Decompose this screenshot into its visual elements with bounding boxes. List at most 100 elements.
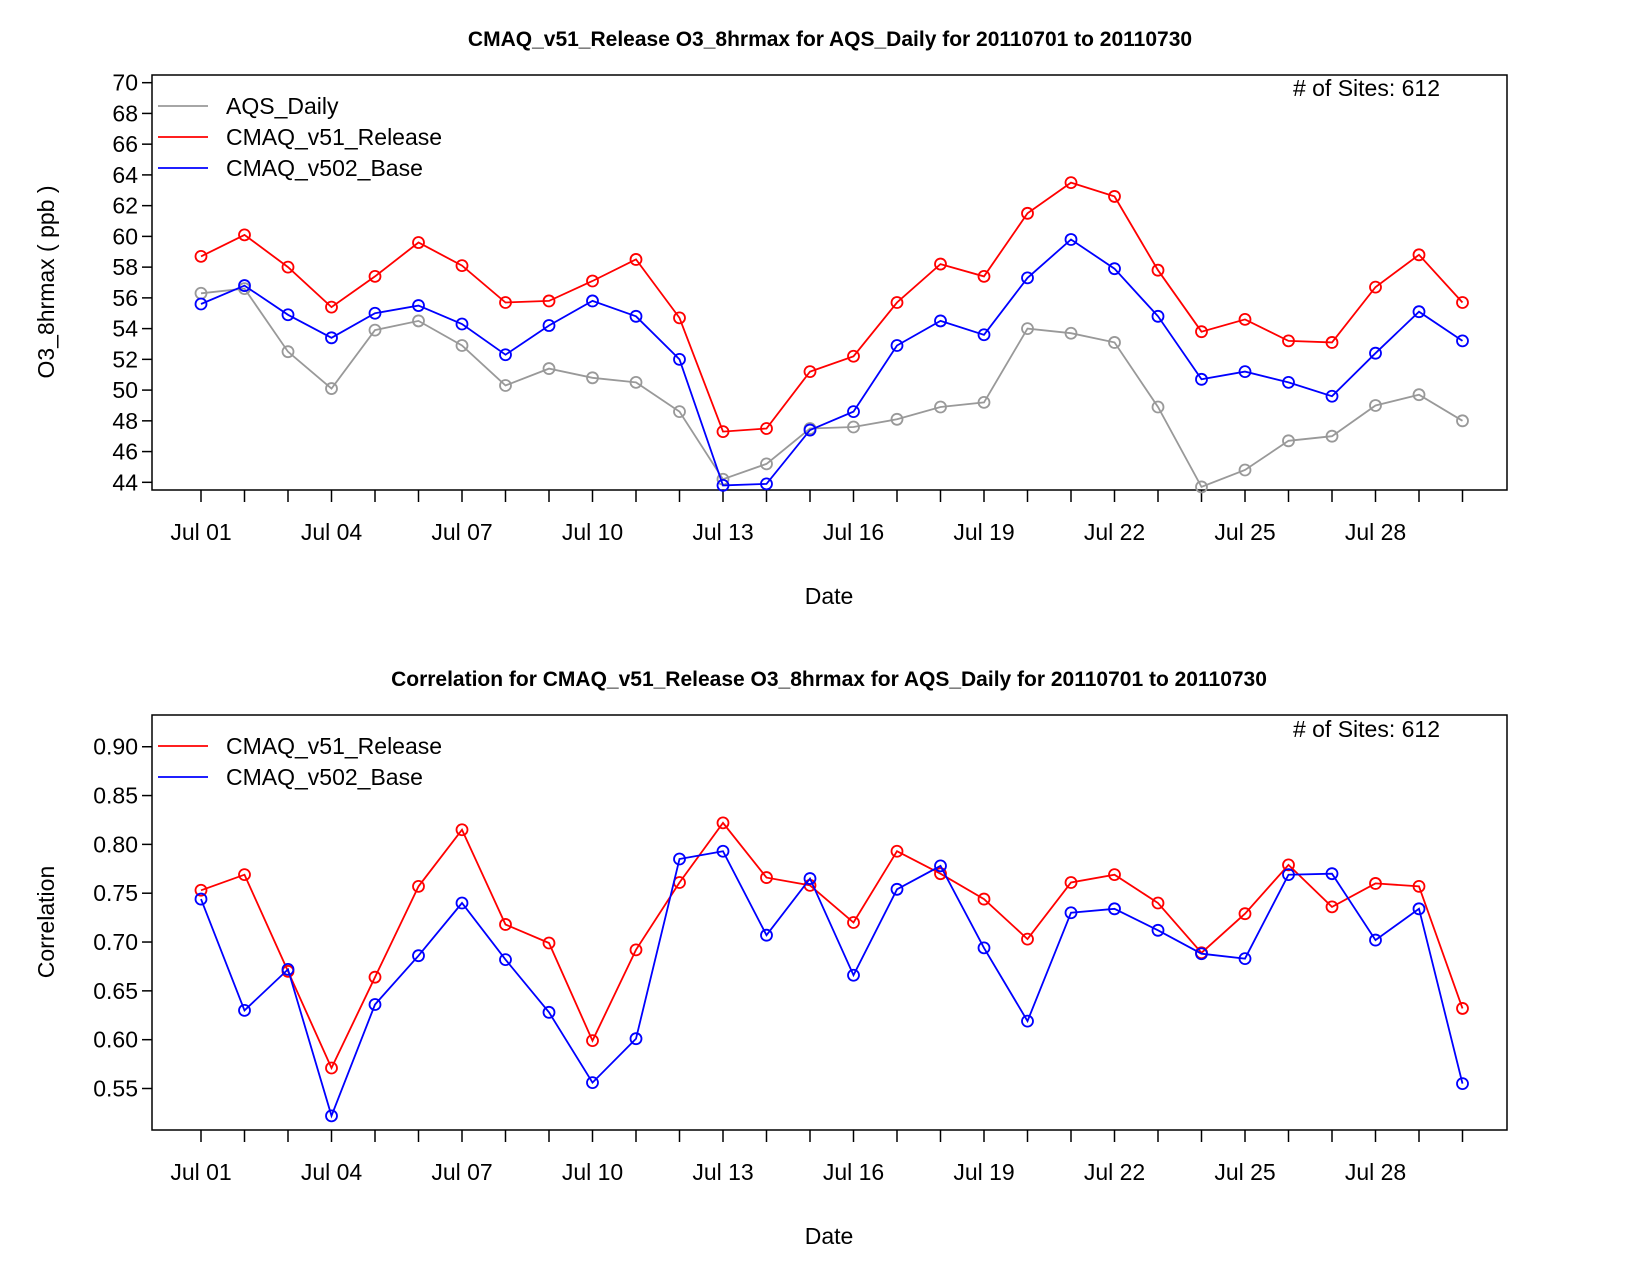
data-point-cmaq-v51-release <box>629 253 643 266</box>
data-point-cmaq-v51-release <box>1369 877 1382 890</box>
data-point-aqs-daily <box>1456 414 1469 428</box>
data-point-cmaq-v502-base <box>716 478 730 492</box>
data-point-cmaq-v51-release <box>803 365 817 379</box>
x-tick-label: Jul 16 <box>823 1159 884 1185</box>
x-tick-label: Jul 22 <box>1084 1159 1145 1185</box>
y-tick-label: 0.90 <box>93 734 138 760</box>
y-tick-label: 46 <box>112 439 138 465</box>
data-point-aqs-daily <box>1238 463 1252 477</box>
x-tick-label: Jul 01 <box>170 1159 231 1185</box>
data-point-cmaq-v502-base <box>455 317 469 331</box>
data-point-cmaq-v502-base <box>934 859 947 873</box>
y-tick-label: 68 <box>112 100 138 126</box>
data-point-cmaq-v51-release <box>1282 334 1295 348</box>
y-tick-label: 44 <box>112 469 138 495</box>
data-point-cmaq-v51-release <box>455 259 469 272</box>
data-point-cmaq-v502-base <box>1151 309 1165 323</box>
series-line-aqs-daily <box>200 287 1463 489</box>
data-point-cmaq-v502-base <box>1195 372 1208 386</box>
data-point-cmaq-v502-base <box>1412 305 1426 319</box>
data-point-cmaq-v51-release <box>1238 312 1252 326</box>
data-point-cmaq-v51-release <box>368 269 382 283</box>
y-tick-label: 48 <box>112 408 138 434</box>
data-point-aqs-daily <box>1195 480 1208 494</box>
data-point-cmaq-v51-release <box>1238 907 1252 921</box>
data-point-cmaq-v51-release <box>1282 858 1295 872</box>
data-point-cmaq-v51-release <box>1325 336 1339 349</box>
x-tick-label: Jul 16 <box>823 519 884 545</box>
data-point-cmaq-v51-release <box>977 269 991 283</box>
y-tick-label: 0.85 <box>93 783 138 809</box>
x-axis: Jul 01 Jul 04 Jul 07 Jul 10 Jul 13 Jul 16 Jul … <box>170 490 1464 545</box>
data-point-cmaq-v51-release <box>542 936 556 950</box>
data-point-cmaq-v502-base <box>1108 262 1121 276</box>
legend: AQS_Daily CMAQ_v51_Release CMAQ_v502_Base <box>158 93 442 181</box>
data-point-aqs-daily <box>934 400 947 414</box>
data-point-cmaq-v502-base <box>1369 346 1382 360</box>
data-point-cmaq-v51-release <box>194 249 208 263</box>
data-point-cmaq-v502-base <box>1195 947 1208 961</box>
data-point-cmaq-v51-release <box>1064 876 1078 889</box>
data-point-cmaq-v51-release <box>673 311 686 325</box>
data-point-cmaq-v502-base <box>542 1005 556 1019</box>
data-point-cmaq-v502-base <box>194 297 208 311</box>
data-point-aqs-daily <box>847 420 860 434</box>
series-layer <box>194 816 1469 1123</box>
x-tick-label: Jul 04 <box>301 1159 363 1185</box>
data-point-cmaq-v51-release <box>1456 1002 1469 1015</box>
x-tick-label: Jul 01 <box>170 519 231 545</box>
data-point-cmaq-v502-base <box>1064 906 1078 920</box>
y-axis-title: O3_8hrmax ( ppb ) <box>33 185 59 378</box>
data-point-cmaq-v502-base <box>586 294 599 308</box>
data-point-cmaq-v502-base <box>1021 1014 1034 1028</box>
data-point-cmaq-v51-release <box>586 1034 599 1048</box>
data-point-cmaq-v502-base <box>1238 365 1252 379</box>
data-point-cmaq-v502-base <box>673 352 686 366</box>
y-tick-label: 52 <box>112 346 138 372</box>
y-tick-label: 0.65 <box>93 978 138 1004</box>
x-tick-label: Jul 28 <box>1345 1159 1406 1185</box>
data-point-cmaq-v502-base <box>281 962 295 976</box>
x-axis: Jul 01 Jul 04 Jul 07 Jul 10 Jul 13 Jul 16 Jul … <box>170 1130 1464 1185</box>
data-point-cmaq-v51-release <box>238 868 251 882</box>
data-point-aqs-daily <box>542 362 556 375</box>
data-point-cmaq-v502-base <box>1151 923 1165 937</box>
data-point-cmaq-v51-release <box>847 916 860 929</box>
data-point-aqs-daily <box>325 382 338 395</box>
x-axis-title: Date <box>805 583 854 609</box>
y-tick-label: 58 <box>112 254 138 280</box>
data-point-cmaq-v502-base <box>629 1032 643 1046</box>
legend: CMAQ_v51_Release CMAQ_v502_Base <box>158 733 442 790</box>
y-tick-label: 0.75 <box>93 880 138 906</box>
data-point-aqs-daily <box>1108 336 1121 349</box>
data-point-cmaq-v51-release <box>1021 932 1034 946</box>
y-tick-label: 70 <box>112 70 138 96</box>
data-point-cmaq-v51-release <box>412 236 425 249</box>
y-tick-label: 66 <box>112 131 138 157</box>
site-count-label: # of Sites: 612 <box>1293 716 1440 742</box>
x-tick-label: Jul 25 <box>1214 519 1275 545</box>
data-point-cmaq-v51-release <box>760 422 773 435</box>
data-point-cmaq-v51-release <box>194 883 208 897</box>
data-point-cmaq-v502-base <box>412 299 425 312</box>
data-point-cmaq-v502-base <box>412 949 425 963</box>
data-point-cmaq-v502-base <box>1456 1077 1469 1091</box>
data-point-cmaq-v51-release <box>716 425 730 438</box>
data-point-cmaq-v51-release <box>760 871 773 884</box>
data-point-aqs-daily <box>1151 400 1165 414</box>
data-point-cmaq-v51-release <box>1151 896 1165 910</box>
x-tick-label: Jul 19 <box>953 1159 1014 1185</box>
data-point-cmaq-v51-release <box>1021 206 1034 220</box>
data-point-cmaq-v502-base <box>542 319 556 332</box>
data-point-cmaq-v502-base <box>890 339 904 352</box>
data-point-aqs-daily <box>1369 399 1382 412</box>
data-point-cmaq-v51-release <box>1151 263 1165 277</box>
data-point-cmaq-v51-release <box>716 816 730 830</box>
data-point-aqs-daily <box>1325 429 1339 443</box>
y-tick-label: 64 <box>112 162 138 188</box>
data-point-cmaq-v502-base <box>1412 902 1426 916</box>
data-point-cmaq-v51-release <box>977 892 991 906</box>
x-tick-label: Jul 10 <box>562 1159 623 1185</box>
x-tick-label: Jul 13 <box>692 519 753 545</box>
